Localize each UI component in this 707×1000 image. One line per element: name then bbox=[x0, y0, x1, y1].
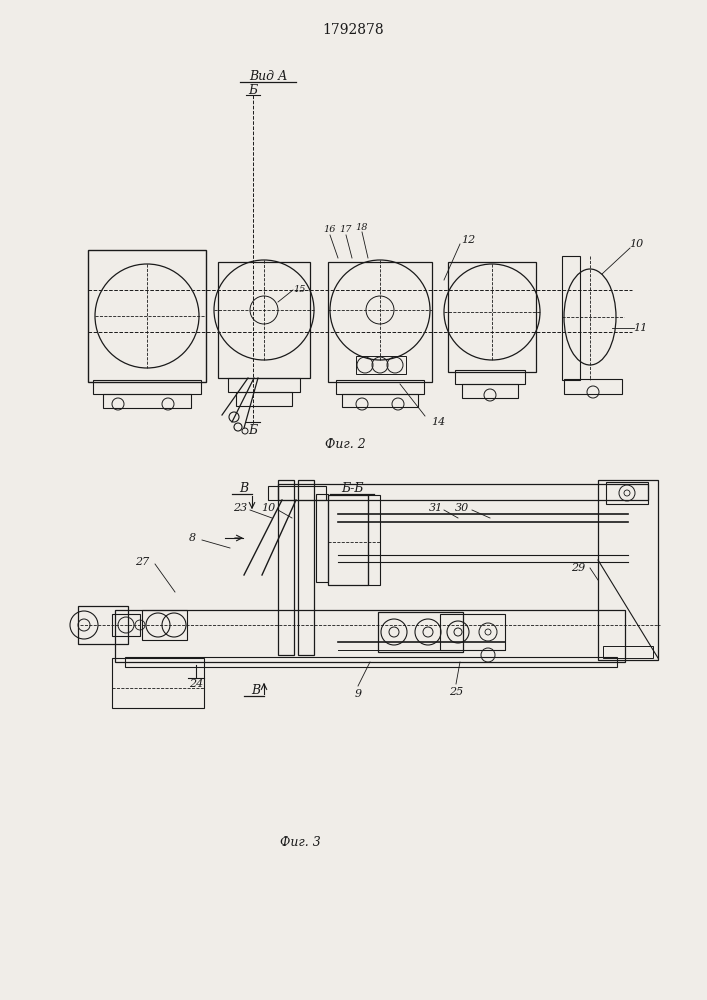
Bar bbox=[228, 378, 300, 392]
Text: 1792878: 1792878 bbox=[322, 23, 384, 37]
Bar bbox=[328, 495, 368, 585]
Bar bbox=[598, 480, 658, 660]
Text: Б: Б bbox=[248, 424, 257, 436]
Text: Б-Б: Б-Б bbox=[341, 482, 363, 494]
Text: 15: 15 bbox=[293, 286, 306, 294]
Bar bbox=[328, 262, 432, 382]
Bar bbox=[564, 379, 622, 394]
Bar bbox=[440, 614, 505, 650]
Text: Фиг. 3: Фиг. 3 bbox=[280, 836, 320, 848]
Text: 30: 30 bbox=[455, 503, 469, 513]
Bar bbox=[278, 480, 294, 655]
Bar bbox=[93, 380, 201, 394]
Text: 10: 10 bbox=[261, 503, 275, 513]
Bar bbox=[356, 356, 406, 374]
Text: 8: 8 bbox=[189, 533, 196, 543]
Text: Вид А: Вид А bbox=[249, 70, 287, 83]
Bar bbox=[112, 614, 140, 636]
Bar bbox=[606, 482, 648, 504]
Bar bbox=[342, 394, 418, 407]
Text: 17: 17 bbox=[340, 226, 352, 234]
Text: 25: 25 bbox=[449, 687, 463, 697]
Text: 9: 9 bbox=[354, 689, 361, 699]
Text: 11: 11 bbox=[633, 323, 647, 333]
Text: 16: 16 bbox=[324, 226, 337, 234]
Bar bbox=[125, 657, 617, 667]
Text: 14: 14 bbox=[431, 417, 445, 427]
Bar bbox=[562, 256, 580, 380]
Bar bbox=[278, 484, 648, 500]
Bar bbox=[236, 392, 292, 406]
Text: 10: 10 bbox=[629, 239, 643, 249]
Text: 24: 24 bbox=[189, 679, 203, 689]
Bar bbox=[368, 495, 380, 585]
Bar bbox=[603, 646, 653, 658]
Bar bbox=[378, 612, 463, 652]
Bar bbox=[142, 610, 187, 640]
Bar bbox=[455, 370, 525, 384]
Text: Фиг. 2: Фиг. 2 bbox=[325, 438, 366, 450]
Bar bbox=[115, 610, 625, 662]
Bar bbox=[112, 658, 204, 708]
Text: 31: 31 bbox=[429, 503, 443, 513]
Text: 23: 23 bbox=[233, 503, 247, 513]
Bar bbox=[448, 262, 536, 372]
Bar bbox=[268, 486, 326, 500]
Text: В: В bbox=[252, 684, 261, 696]
Bar bbox=[88, 250, 206, 382]
Text: Б: Б bbox=[248, 84, 257, 97]
Bar bbox=[103, 394, 191, 408]
Bar bbox=[298, 480, 314, 655]
Bar bbox=[218, 262, 310, 378]
Text: 12: 12 bbox=[461, 235, 475, 245]
Text: 27: 27 bbox=[135, 557, 149, 567]
Text: 18: 18 bbox=[356, 223, 368, 232]
Bar bbox=[78, 606, 128, 644]
Bar bbox=[336, 380, 424, 394]
Bar bbox=[462, 384, 518, 398]
Bar bbox=[316, 494, 328, 582]
Text: 29: 29 bbox=[571, 563, 585, 573]
Text: В: В bbox=[240, 482, 249, 494]
